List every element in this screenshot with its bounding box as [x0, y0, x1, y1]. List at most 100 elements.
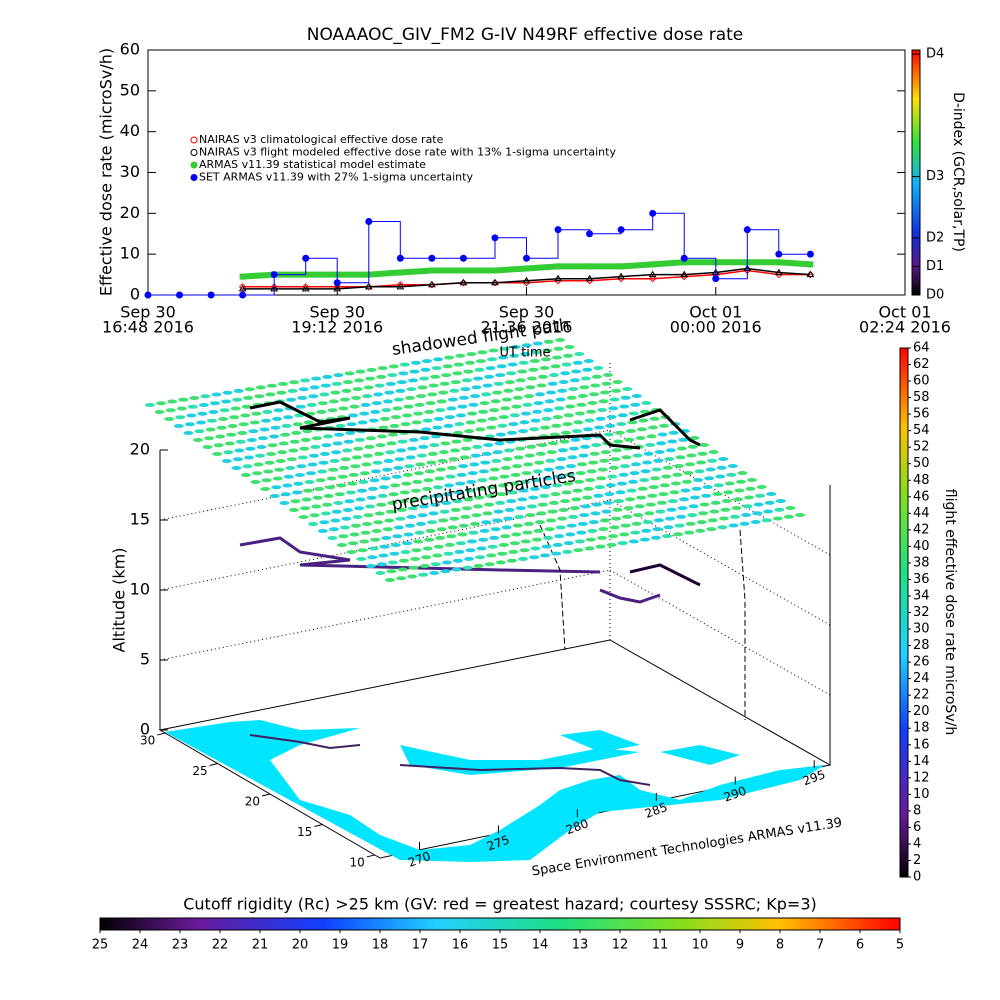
dose-cell — [656, 441, 667, 446]
dose-cell — [511, 404, 522, 409]
dose-cell — [318, 460, 329, 465]
dose-cell — [631, 394, 642, 398]
dose-cell — [563, 353, 574, 358]
dose-cell — [267, 443, 278, 448]
dose-cell — [407, 506, 418, 511]
dose-cell — [238, 422, 249, 427]
point — [807, 261, 814, 268]
dose-cell — [605, 423, 616, 428]
dose-cell — [314, 487, 325, 491]
colorbar-tick-label: 9 — [736, 938, 744, 953]
dose-cell — [303, 420, 314, 425]
dose-cell — [530, 546, 541, 551]
point — [491, 267, 498, 274]
colorbar-tick-label: 10 — [913, 787, 930, 802]
dose-cell — [526, 504, 537, 509]
dose-cell — [226, 432, 237, 437]
dose-cell — [346, 422, 357, 427]
dose-cell — [533, 401, 544, 406]
dose-cell — [384, 518, 395, 523]
dose-cell — [406, 514, 417, 519]
dose-cell — [534, 460, 545, 465]
dose-cell — [202, 445, 213, 449]
dose-cell — [330, 518, 341, 523]
dose-cell — [450, 380, 461, 385]
dose-cell — [312, 495, 323, 500]
dose-cell — [353, 446, 364, 451]
dose-cell — [433, 357, 444, 362]
dose-cell — [490, 527, 501, 532]
dose-cell — [413, 539, 424, 544]
dose-cell — [189, 396, 200, 400]
dose-cell — [531, 478, 542, 483]
dose-cell — [422, 418, 433, 423]
dose-cell — [435, 408, 446, 413]
dose-cell — [333, 373, 344, 378]
dose-cell — [551, 551, 562, 556]
x-tick-label: Sep 30 — [309, 303, 365, 322]
dose-cell — [441, 560, 452, 565]
dose-cell — [520, 539, 531, 544]
dose-cell — [377, 493, 388, 498]
dose-cell — [675, 455, 686, 460]
dose-cell — [529, 555, 540, 560]
dose-cell — [525, 385, 536, 390]
dose-cell — [331, 450, 342, 455]
dose-cell — [552, 415, 563, 420]
dose-cell — [359, 471, 370, 476]
dose-cell — [255, 385, 266, 390]
dose-cell — [601, 381, 612, 386]
dose-cell — [528, 367, 539, 372]
dose-cell — [562, 422, 573, 427]
dose-cell — [652, 527, 663, 532]
colorbar-tick-label: 16 — [913, 737, 930, 752]
dose-cell — [670, 481, 681, 486]
dose-cell — [546, 450, 557, 455]
dose-cell — [333, 501, 344, 505]
dose-cell — [498, 542, 509, 547]
dose-cell — [476, 359, 486, 364]
dose-cell — [603, 373, 613, 377]
dose-cell — [618, 472, 629, 477]
dose-cell — [428, 383, 439, 388]
colorbar-tick-label: 28 — [913, 638, 930, 653]
dose-cell — [605, 483, 616, 488]
dose-cell — [639, 478, 650, 483]
dose-cell — [365, 376, 376, 381]
dose-cell — [407, 446, 418, 451]
dose-cell — [393, 397, 404, 402]
dose-cell — [645, 443, 656, 447]
dose-cell — [641, 528, 652, 533]
dose-cell — [384, 390, 395, 395]
dose-cell — [250, 480, 261, 484]
dose-cell — [507, 362, 518, 367]
dose-cell — [524, 453, 535, 458]
colorbar — [899, 347, 909, 878]
dose-cell — [441, 500, 452, 505]
dose-cell — [222, 390, 233, 395]
dose-cell — [446, 406, 457, 411]
dose-cell — [636, 495, 647, 500]
dose-cell — [349, 532, 360, 537]
dose-cell — [413, 411, 424, 416]
dose-cell — [540, 485, 551, 490]
dose-cell — [419, 376, 430, 381]
dose-cell — [229, 415, 240, 420]
dose-cell — [272, 476, 283, 481]
dose-cell — [547, 509, 558, 514]
dose-cell — [529, 486, 540, 491]
dose-cell — [624, 437, 635, 442]
colorbar-tick-label: 18 — [372, 938, 389, 953]
dose-cell — [454, 549, 465, 554]
dose-cell — [269, 434, 280, 439]
dose-cell — [496, 364, 507, 369]
dose-cell — [745, 486, 756, 491]
dose-cell — [522, 402, 533, 407]
dose-cell — [543, 535, 554, 540]
dose-cell — [401, 481, 412, 486]
dose-cell — [427, 392, 438, 397]
dose-cell — [328, 399, 339, 404]
dose-cell — [611, 516, 622, 521]
dose-cell — [511, 532, 522, 537]
island — [400, 745, 640, 775]
